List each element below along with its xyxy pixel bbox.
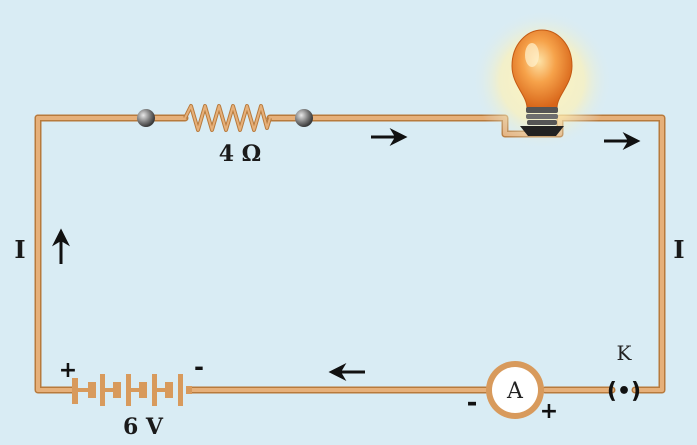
- ammeter-icon: [486, 361, 544, 419]
- resistor-label: 4 Ω: [219, 141, 262, 167]
- battery: + - 6 V: [59, 353, 204, 440]
- resistor: 4 Ω: [137, 104, 313, 167]
- current-arrows: [52, 128, 641, 381]
- plug-key-icon: (•): [607, 379, 641, 404]
- resistor-icon: [137, 104, 313, 132]
- current-label-left: I: [14, 235, 25, 264]
- resistor-terminal-left: [137, 109, 155, 127]
- ammeter-plus-sign: +: [540, 399, 558, 424]
- circuit-wires: [34, 114, 666, 394]
- resistor-terminal-right: [295, 109, 313, 127]
- key-label: K: [617, 341, 633, 365]
- ammeter: A - +: [467, 361, 558, 424]
- current-label-right: I: [673, 235, 684, 264]
- battery-icon: [72, 374, 192, 406]
- battery-label: 6 V: [123, 414, 164, 440]
- bulb-base: [520, 107, 564, 136]
- ammeter-minus-sign: -: [467, 388, 478, 418]
- light-bulb-icon: [472, 10, 612, 150]
- ammeter-letter: A: [506, 379, 524, 404]
- battery-minus-sign: -: [194, 353, 204, 381]
- battery-plus-sign: +: [59, 358, 77, 383]
- plug-key: K (•): [607, 341, 641, 404]
